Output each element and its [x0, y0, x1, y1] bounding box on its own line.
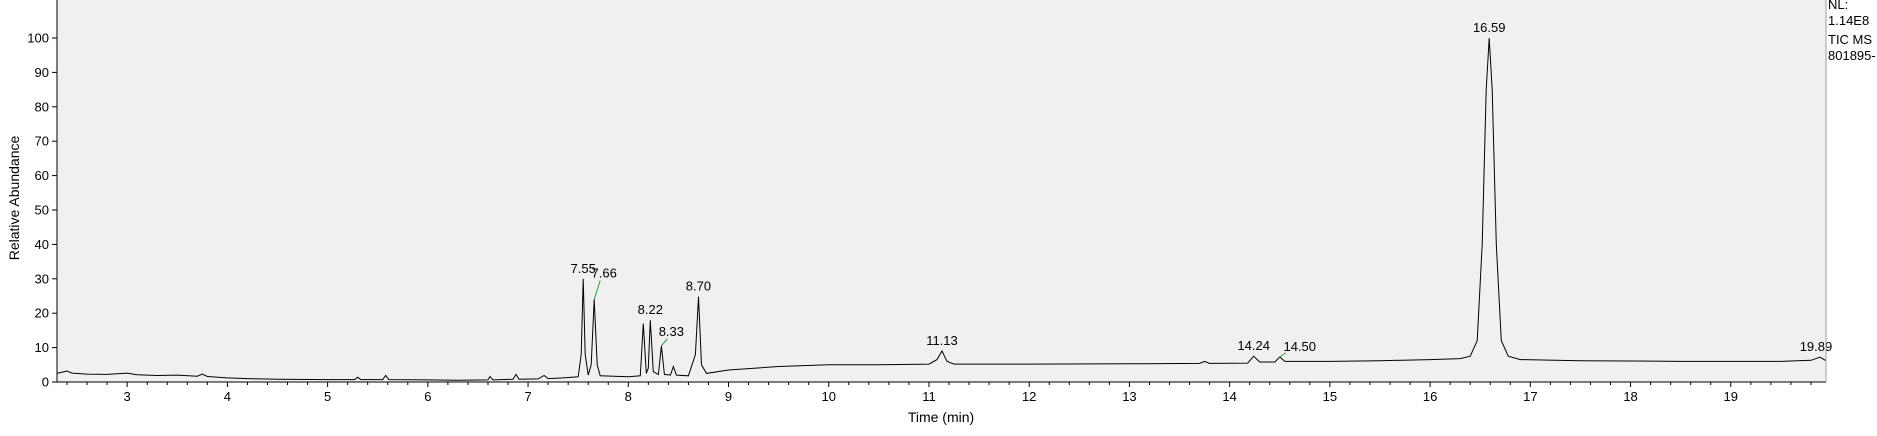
x-axis-label: Time (min)	[908, 409, 974, 425]
y-tick-label: 0	[42, 375, 49, 390]
peak-label-leader	[593, 280, 601, 300]
peak-label-8-33: 8.33	[659, 324, 684, 339]
peak-label-19-89: 19.89	[1800, 339, 1833, 354]
x-tick-label: 8	[625, 389, 632, 404]
x-tick-label: 14	[1222, 389, 1236, 404]
x-tick-label: 16	[1423, 389, 1437, 404]
file-name-label: 801895-	[1828, 48, 1876, 63]
peak-labels: 7.557.66 8.22 8.33 8.70 11.13 14.24 14.50 16.59…	[571, 20, 1833, 358]
x-tick-label: 11	[922, 389, 936, 404]
x-tick-label: 9	[725, 389, 732, 404]
x-tick-label: 4	[224, 389, 231, 404]
peak-label-14-50: 14.50	[1283, 339, 1316, 354]
nl-label: NL:	[1828, 0, 1849, 12]
peak-label-14-24: 14.24	[1237, 338, 1270, 353]
peak-label-7-66: 7.66	[592, 265, 617, 280]
y-tick-label: 20	[35, 306, 49, 321]
peak-label-11-13: 11.13	[926, 333, 958, 348]
y-tick-label: 90	[35, 65, 49, 80]
x-tick-label: 5	[324, 389, 331, 404]
x-tick-label: 17	[1523, 389, 1537, 404]
peak-label-8-22: 8.22	[638, 302, 663, 317]
y-tick-label: 40	[35, 237, 49, 252]
y-tick-label: 10	[35, 340, 49, 355]
peak-label-7-55: 7.55	[571, 261, 596, 276]
x-tick-label: 10	[822, 389, 836, 404]
x-tick-label: 6	[424, 389, 431, 404]
x-tick-label: 13	[1122, 389, 1136, 404]
scan-filter-label: TIC MS	[1828, 32, 1873, 47]
peak-label-8-70: 8.70	[686, 279, 711, 294]
y-tick-label: 80	[35, 99, 49, 114]
y-axis: 0 10 20 30 40 50 60 70 80 90 100	[27, 31, 57, 390]
y-tick-label: 30	[35, 271, 49, 286]
peak-label-16-59: 16.59	[1473, 20, 1506, 35]
x-tick-label: 3	[124, 389, 131, 404]
y-axis-label: Relative Abundance	[6, 136, 22, 261]
x-tick-label: 15	[1323, 389, 1337, 404]
x-axis: 3 4 5 6 7 8 9 10 11 12 13 14 15 16 17 18 19	[66, 382, 1812, 404]
plot-area	[57, 0, 1826, 382]
y-tick-label: 50	[35, 203, 49, 218]
x-tick-label: 7	[524, 389, 531, 404]
peak-label-leader	[1279, 352, 1287, 358]
x-tick-label: 19	[1724, 389, 1738, 404]
y-tick-label: 70	[35, 134, 49, 149]
peak-label-leader	[660, 338, 668, 347]
nl-value: 1.14E8	[1828, 13, 1870, 28]
y-tick-label: 100	[27, 31, 49, 46]
x-tick-label: 12	[1022, 389, 1036, 404]
x-tick-label: 18	[1623, 389, 1637, 404]
y-tick-label: 60	[35, 168, 49, 183]
